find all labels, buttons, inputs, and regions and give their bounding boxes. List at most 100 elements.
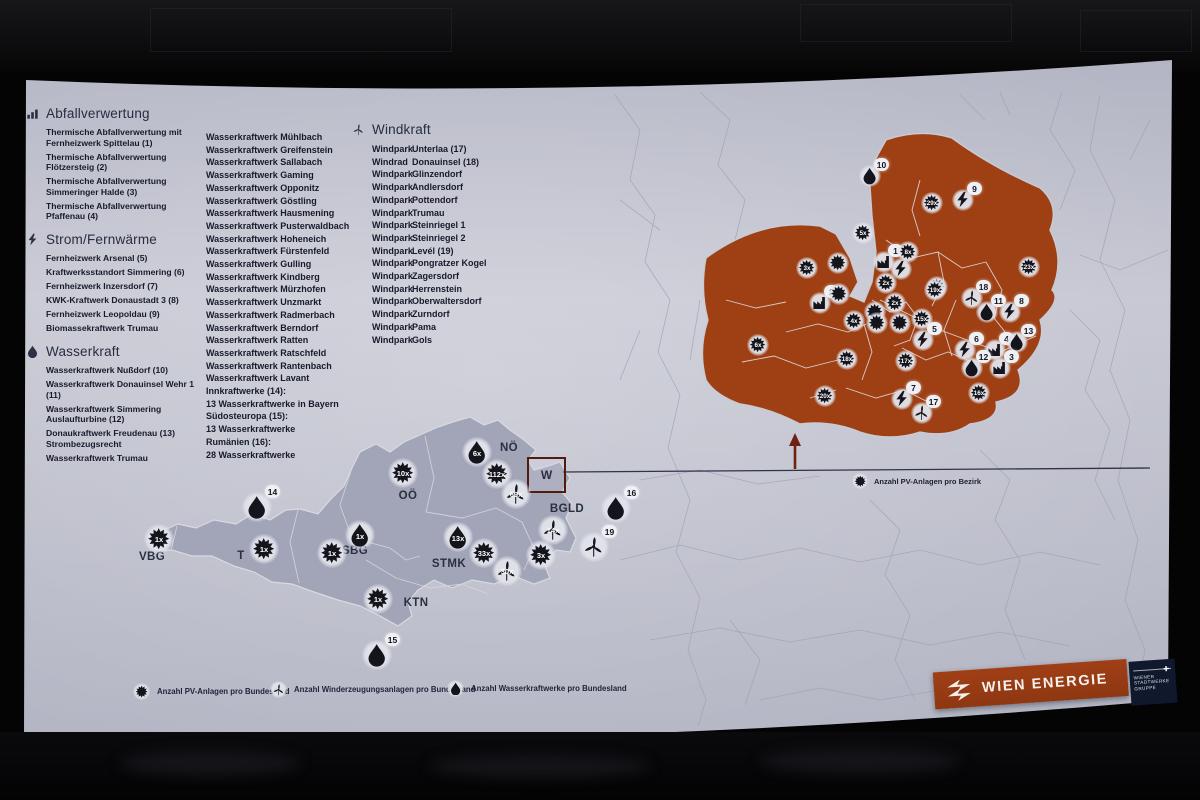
map-count-icon: 15 <box>362 633 400 670</box>
plant-list-item: Wasserkraftwerk Ratten <box>206 335 309 346</box>
icon-count: 3x <box>803 264 811 272</box>
icon-count: 20x <box>819 392 831 400</box>
plant-id-label: 13 <box>1021 324 1036 337</box>
wien-inset-box: W <box>527 457 566 493</box>
plant-list-item: Wasserkraftwerk Mürzhofen <box>206 284 326 295</box>
plant-list-item: Wasserkraftwerk Mühlbach <box>206 132 323 142</box>
pv-icon <box>830 255 846 271</box>
region-label: STMK <box>431 558 467 570</box>
water-drop-icon <box>863 168 877 185</box>
wien-energie-logo: WIEN ENERGIE ✚ WIENER STADTWERKE GRUPPE <box>932 656 1178 717</box>
ceiling-panel <box>800 4 1012 42</box>
windpark-list-item: Windpark Pongratzer Kogel <box>372 258 487 269</box>
floor-reflection <box>120 750 300 776</box>
windpark-list-item: Windpark Zurndorf <box>372 309 450 320</box>
windpark-list-item: Windpark Oberwaltersdorf <box>372 296 482 307</box>
icon-count: 5x <box>859 229 867 237</box>
water-drop-icon <box>450 682 461 696</box>
map-count-icon: 18 <box>961 280 991 309</box>
icon-count: 1x <box>355 532 365 541</box>
plant-list-item: Wasserkraftwerk Fürstenfeld <box>206 246 330 257</box>
map-count-icon: 1x <box>249 534 279 564</box>
map-count-icon: 1x <box>317 538 347 568</box>
municipality-boundaries <box>614 91 1169 727</box>
plant-list-item: 13 Wasserkraftwerke in Bayern <box>206 398 339 409</box>
icon-count: 33x <box>477 548 491 558</box>
plant-list-item: 13 Wasserkraftwerke <box>206 424 296 435</box>
pv-icon <box>831 286 847 302</box>
windpark-list-item: Windrad Donauinsel (18) <box>372 156 480 167</box>
map-count-icon: 3x <box>526 540 556 570</box>
icon-count: 17x <box>900 357 912 365</box>
plant-list-item: Wasserkraftwerk Greifenstein <box>206 144 333 155</box>
plant-list-item: Wasserkraftwerk Kindberg <box>206 271 320 282</box>
map-count-icon: 10 <box>859 158 889 187</box>
floor-reflection <box>760 748 960 774</box>
plant-list-item: Biomassekraftwerk Trumau <box>46 323 159 334</box>
icon-count: 19x <box>929 286 941 294</box>
plant-list-item: Wasserkraftwerk Gaming <box>206 170 314 181</box>
region-label: KTN <box>403 597 429 609</box>
map-count-icon <box>890 258 912 280</box>
windpark-list-item: Windpark Herrenstein <box>372 283 463 294</box>
logo-band: WIEN ENERGIE <box>932 658 1129 710</box>
icon-count: 6x <box>472 449 482 458</box>
section-title: Strom/Fernwärme <box>26 232 198 247</box>
plant-id-label: 18 <box>976 280 991 293</box>
icon-count: 1x <box>154 534 164 544</box>
pv-icon <box>892 315 908 331</box>
map-count-icon: 1x <box>363 584 393 614</box>
wasserkraftwerk-list: Wasserkraftwerk Mühlbach Wasserkraftwerk … <box>206 131 356 461</box>
windpark-list-item: Windpark Unterlaa (17) <box>372 144 467 154</box>
map-count-icon: 5 <box>912 322 942 351</box>
plant-id-label: 3 <box>1004 350 1019 363</box>
wien-energie-mark-icon <box>947 679 971 701</box>
map-count-icon: 2x <box>884 292 906 314</box>
legend-icon <box>447 680 464 697</box>
water-drop-icon <box>368 644 386 667</box>
windpark-list-item: Windpark Trumau <box>372 207 445 218</box>
water-drop-icon <box>965 360 979 377</box>
water-drop-icon <box>607 497 625 520</box>
windpark-list-item: Windpark Gols <box>372 334 433 345</box>
wien-connector-line <box>562 433 1151 473</box>
icon-count: 3x <box>536 550 546 560</box>
bolt-icon <box>896 391 908 407</box>
plant-list-item: Wasserkraftwerk Unzmarkt <box>206 297 322 308</box>
icon-count: 8x <box>904 248 912 256</box>
plant-id-label: 10 <box>874 158 889 171</box>
bolt-icon <box>959 342 971 358</box>
map-count-icon <box>828 283 850 305</box>
icon-count: 23x <box>1023 263 1035 271</box>
plant-list-item: Wasserkraftwerk Lavant <box>206 373 310 384</box>
plant-list-item: Thermische Abfallverwertung Simmeringer … <box>46 176 167 197</box>
map-count-icon: 14 <box>242 485 280 522</box>
map-count-icon: 4x <box>843 310 865 332</box>
wind-turbine-icon <box>273 684 284 696</box>
floor-reflection <box>430 754 650 778</box>
icon-count: 13x <box>451 534 465 543</box>
map-count-icon <box>866 312 888 334</box>
bolt-icon <box>917 332 929 348</box>
plant-id-label: 5 <box>927 322 942 335</box>
plant-list-item: Thermische Abfallverwertung mit Fernheiz… <box>46 127 182 148</box>
section-abfallverwertung: Abfallverwertung Thermische Abfallverwer… <box>26 106 198 225</box>
plant-list-item: Wasserkraftwerk Hoheneich <box>206 233 327 244</box>
region-label: BGLD <box>549 503 585 515</box>
plant-list-item: Wasserkraftwerk Berndorf <box>206 322 319 333</box>
map-count-icon <box>889 312 911 334</box>
section-windkraft: Windkraft Windpark Unterlaa (17) Windrad D… <box>352 122 512 346</box>
map-count-icon: 69x <box>501 479 531 509</box>
plant-id-label: 17 <box>926 395 941 408</box>
plant-list-item: Wasserkraftwerk Rantenbach <box>206 360 332 371</box>
plant-list-item: Wasserkraftwerk Radmerbach <box>206 309 335 320</box>
bolt-icon <box>957 192 969 208</box>
plant-list-item: Thermische Abfallverwertung Flötzersteig… <box>46 151 167 173</box>
legend-item: Anzahl PV-Anlagen pro Bundesland <box>133 683 290 700</box>
plant-list-item: Fernheizwerk Inzersdorf (7) <box>46 281 158 292</box>
map-count-icon: 13 <box>1006 324 1036 353</box>
plant-id-label: 7 <box>906 381 921 394</box>
legend-item: Anzahl Wasserkraftwerke pro Bundesland <box>447 680 627 697</box>
icon-count: 15x <box>916 315 928 323</box>
windpark-list-item: Windpark Zagersdorf <box>372 271 460 282</box>
